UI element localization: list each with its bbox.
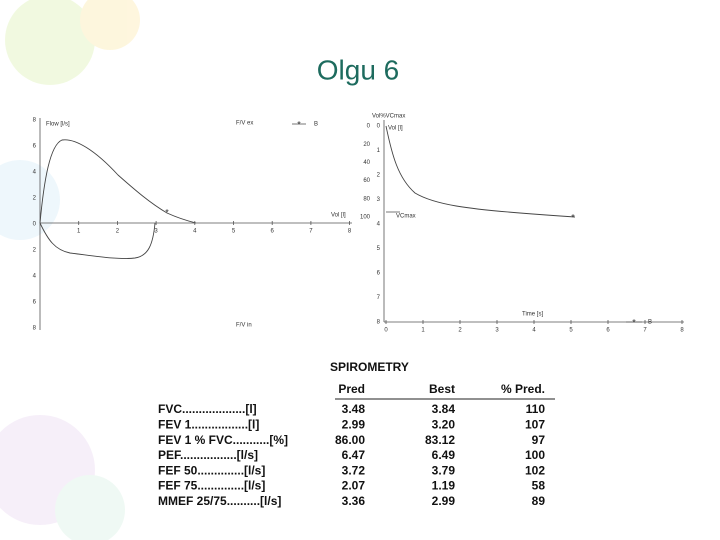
y-axis-label: Flow [l/s] — [46, 122, 70, 128]
legend-label: B — [314, 122, 318, 128]
x-tick-label: 4 — [532, 328, 536, 334]
y-tick-label: 2 — [33, 196, 37, 202]
y2-tick-label: 100 — [360, 215, 371, 221]
cell-value: 2.07 — [342, 479, 366, 493]
cell-value: 58 — [532, 479, 546, 493]
y-tick-label: 6 — [377, 271, 381, 277]
cell-value: 102 — [525, 463, 545, 477]
x-axis-label: Time [s] — [522, 312, 543, 318]
x-tick-label: 2 — [458, 328, 462, 334]
y2-tick-label: 40 — [363, 160, 370, 166]
y-tick-label: 2 — [33, 248, 37, 254]
volume-time-chart: * Vol%VCmax Vol [l] VCmax Time [s] * B — [372, 114, 684, 327]
cell-value: 86.00 — [335, 433, 365, 447]
balloon-decoration — [0, 0, 140, 540]
expiratory-curve — [39, 139, 197, 224]
cell-value: 3.36 — [342, 494, 366, 508]
cell-value: 97 — [532, 433, 546, 447]
x-axis-label: Vol [l] — [331, 213, 346, 219]
x-tick-label: 3 — [495, 328, 499, 334]
cell-value: 6.47 — [342, 448, 366, 462]
column-header: Best — [429, 382, 455, 396]
x-tick-label: 7 — [309, 229, 313, 235]
slide-title: Olgu 6 — [317, 54, 400, 85]
x-tick-label: 7 — [643, 328, 647, 334]
y2-tick-label: 60 — [363, 178, 370, 184]
cell-value: 3.79 — [432, 463, 456, 477]
row-label: FEV 1 % FVC...........[%] — [158, 433, 288, 447]
y-axis-label: Vol [l] — [388, 126, 403, 132]
row-label: FEF 50..............[l/s] — [158, 463, 265, 477]
marker: * — [165, 207, 169, 217]
x-tick-label: 6 — [271, 229, 275, 235]
y-tick-label: 7 — [377, 295, 381, 301]
y-tick-label: 6 — [33, 144, 37, 150]
x-tick-label: 3 — [154, 229, 158, 235]
inspiratory-curve — [39, 222, 156, 259]
y-tick-label: 0 — [377, 124, 381, 130]
cell-value: 110 — [526, 402, 546, 416]
x-tick-label: 5 — [232, 229, 236, 235]
row-label: FVC...................[l] — [158, 402, 257, 416]
x-tick-label: 0 — [384, 328, 388, 334]
row-label: FEF 75..............[l/s] — [158, 479, 265, 493]
cell-value: 1.19 — [432, 479, 456, 493]
marker: * — [571, 212, 575, 222]
volume-curve — [385, 125, 576, 218]
y2-tick-label: 20 — [363, 142, 370, 148]
flow-volume-chart: * Flow [l/s] F/V ex F/V in Vol [l] * B — [39, 118, 352, 330]
cell-value: 83.12 — [425, 433, 455, 447]
y-tick-label: 5 — [377, 246, 381, 252]
x-tick-label: 4 — [193, 229, 197, 235]
cell-value: 3.72 — [342, 463, 366, 477]
cell-value: 3.20 — [432, 417, 456, 431]
y-tick-label: 8 — [33, 118, 37, 124]
y-tick-label: 6 — [33, 300, 37, 306]
x-tick-label: 1 — [77, 229, 81, 235]
row-label: FEV 1.................[l] — [158, 417, 259, 431]
y2-axis-label: Vol%VCmax — [372, 114, 405, 120]
x-tick-label: 8 — [680, 328, 684, 334]
y-tick-label: 4 — [33, 274, 37, 280]
row-label: MMEF 25/75..........[l/s] — [158, 494, 281, 508]
y-tick-label: 3 — [377, 197, 381, 203]
cell-value: 6.49 — [432, 448, 456, 462]
y-tick-label: 8 — [33, 326, 37, 332]
y2-tick-label: 0 — [367, 124, 371, 130]
legend-label: B — [648, 320, 652, 326]
y-tick-label: 4 — [33, 170, 37, 176]
legend-marker: * — [632, 317, 636, 327]
inspiratory-label: F/V in — [236, 323, 252, 329]
x-tick-label: 6 — [606, 328, 610, 334]
x-tick-label: 2 — [116, 229, 120, 235]
y-tick-label: 1 — [377, 148, 381, 154]
x-tick-label: 1 — [421, 328, 425, 334]
y-tick-label: 2 — [377, 173, 381, 179]
cell-value: 2.99 — [342, 417, 366, 431]
row-label: PEF.................[l/s] — [158, 448, 258, 462]
cell-value: 2.99 — [432, 494, 456, 508]
table-title: SPIROMETRY — [330, 360, 409, 374]
cell-value: 89 — [532, 494, 546, 508]
cell-value: 107 — [525, 417, 545, 431]
cell-value: 3.84 — [432, 402, 456, 416]
y-tick-label: 4 — [377, 222, 381, 228]
y-tick-label: 0 — [33, 222, 37, 228]
y-tick-label: 8 — [377, 320, 381, 326]
y2-tick-label: 80 — [363, 196, 370, 202]
x-tick-label: 8 — [348, 229, 352, 235]
legend-marker: * — [297, 119, 301, 129]
x-tick-label: 5 — [569, 328, 573, 334]
cell-value: 3.48 — [342, 402, 366, 416]
vcmax-label: VCmax — [396, 214, 416, 220]
expiratory-label: F/V ex — [236, 121, 253, 127]
column-header: % Pred. — [501, 382, 545, 396]
column-header: Pred — [338, 382, 365, 396]
cell-value: 100 — [525, 448, 545, 462]
